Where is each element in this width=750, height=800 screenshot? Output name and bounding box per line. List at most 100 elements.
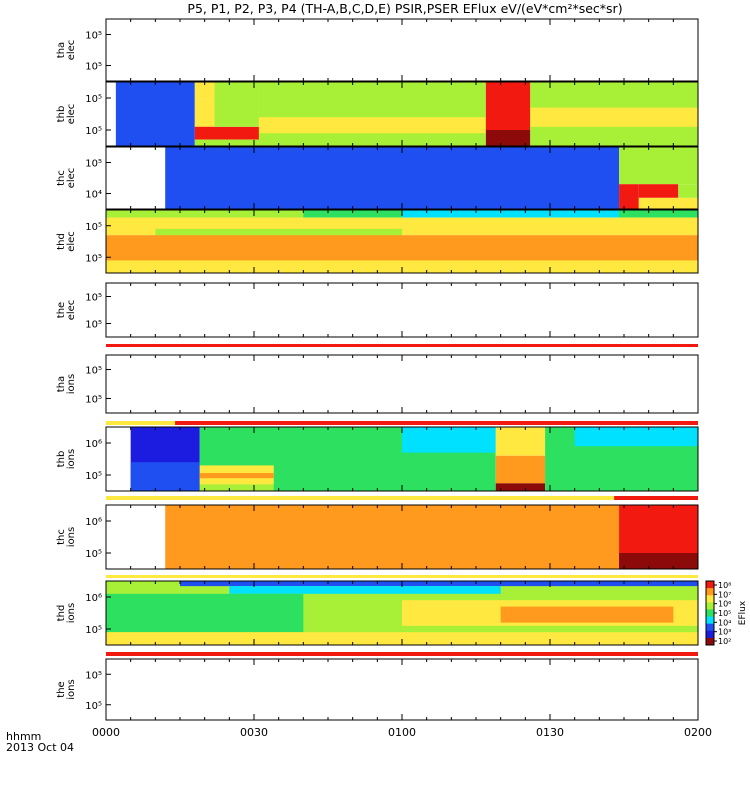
probe-label: tha <box>56 42 67 58</box>
probe-label: thd <box>56 233 67 250</box>
colorbar-tick-label: 10² <box>718 637 731 646</box>
date-label: 2013 Oct 04 <box>6 741 75 754</box>
panel-tha-ions: 10⁵ 10⁵ tha ions <box>56 354 699 414</box>
x-tick-label: 0000 <box>92 726 120 739</box>
species-label: ions <box>66 449 77 469</box>
y-tick-label: 10⁶ <box>85 593 102 604</box>
spectrogram-cell <box>500 606 674 623</box>
y-tick-label: 10⁴ <box>85 190 102 201</box>
spectrogram-cell <box>165 147 620 209</box>
flag-bars-layer <box>106 344 699 656</box>
panel-the-ions: 10⁵ 10⁵ the ions <box>56 658 699 721</box>
flag-bar-segment <box>106 652 698 656</box>
spectrogram-cell <box>155 228 402 237</box>
species-label: ions <box>66 679 77 699</box>
flag-bar-segment <box>614 496 698 500</box>
species-label: elec <box>66 231 77 252</box>
chart-title: P5, P1, P2, P3, P4 (TH-A,B,C,D,E) PSIR,P… <box>187 1 623 16</box>
panel-thb-elec: 10⁵ 10⁵ thb elec <box>56 81 699 147</box>
spectrogram-cell <box>402 427 496 453</box>
y-tick-label: 10⁵ <box>85 670 102 681</box>
y-tick-label: 10⁵ <box>85 366 102 377</box>
colorbar-tick-label: 10⁷ <box>718 590 731 599</box>
colorbar-segment <box>706 616 714 625</box>
y-tick-label: 10⁵ <box>85 701 102 712</box>
spectrogram-cell <box>402 210 620 218</box>
spectrogram-cell <box>115 82 195 146</box>
spectrogram-cell <box>619 553 698 569</box>
y-tick-label: 10⁵ <box>85 471 102 482</box>
spectrogram-cell <box>678 184 698 198</box>
probe-label: thc <box>56 170 67 186</box>
flag-bar-segment <box>106 575 698 578</box>
spectrogram-cell <box>199 473 274 479</box>
spectrogram-cell <box>619 184 639 209</box>
panel-tha-elec: 10⁵ 10⁵ tha elec <box>56 18 699 82</box>
y-tick-label: 10⁵ <box>85 94 102 105</box>
colorbar-segment <box>706 637 714 646</box>
flag-bar-segment <box>106 421 176 425</box>
x-tick-label: 0200 <box>684 726 712 739</box>
spectrogram-cell <box>194 99 215 127</box>
panel-thd-ions: 10⁶ 10⁵ thd ions <box>56 580 699 646</box>
y-tick-label: 10⁶ <box>85 439 102 450</box>
spectrogram-cell <box>214 82 259 127</box>
probe-label: tha <box>56 376 67 392</box>
spectrogram-cell <box>258 82 486 146</box>
spectrogram-cell <box>214 139 259 146</box>
colorbar-tick-label: 10⁴ <box>718 618 731 627</box>
species-label: ions <box>66 374 77 394</box>
spectrogram-cell <box>485 82 531 130</box>
spectrogram-cell <box>530 107 698 127</box>
spectrogram-cell <box>495 483 546 491</box>
x-tick-label: 0130 <box>536 726 564 739</box>
y-tick-label: 10⁵ <box>85 159 102 170</box>
flag-bar <box>106 496 698 500</box>
probe-label: thc <box>56 529 67 545</box>
y-tick-label: 10⁶ <box>85 517 102 528</box>
y-tick-label: 10⁵ <box>85 320 102 331</box>
panel-the-elec: 10⁵ 10⁵ the elec <box>56 282 699 338</box>
panel-thc-elec: 10⁵ 10⁴ thc elec <box>56 146 699 210</box>
panel-background <box>106 659 698 720</box>
flag-bar <box>106 421 699 425</box>
species-label: ions <box>66 603 77 623</box>
spectrogram-cell <box>194 126 259 140</box>
colorbar-tick-label: 10⁸ <box>718 581 731 590</box>
y-tick-label: 10⁵ <box>85 222 102 233</box>
species-label: ions <box>66 527 77 547</box>
flag-bar <box>106 652 698 656</box>
species-label: elec <box>66 104 77 125</box>
colorbar-segment <box>706 623 714 632</box>
flag-bar-segment <box>106 344 698 347</box>
flag-bar <box>106 575 698 578</box>
y-tick-label: 10⁵ <box>85 293 102 304</box>
time-format-label: hhmm <box>6 730 42 743</box>
probe-label: thb <box>56 451 67 468</box>
y-tick-label: 10⁵ <box>85 625 102 636</box>
panel-thd-elec: 10⁵ 10⁵ thd elec <box>56 209 699 274</box>
spectrogram-cell <box>194 139 215 146</box>
spectrogram-cell <box>638 197 698 209</box>
panel-background <box>106 283 698 337</box>
panel-background <box>106 19 698 81</box>
species-label: elec <box>66 40 77 61</box>
colorbar-segment <box>706 581 714 589</box>
x-tick-label: 0100 <box>388 726 416 739</box>
spectrogram-cell <box>165 505 620 569</box>
y-tick-label: 10⁵ <box>85 253 102 264</box>
y-tick-label: 10⁵ <box>85 31 102 42</box>
species-label: elec <box>66 300 77 321</box>
y-tick-label: 10⁵ <box>85 62 102 73</box>
colorbar-tick-label: 10⁵ <box>718 609 731 618</box>
flag-bar-segment <box>175 421 699 425</box>
spectrogram-cell <box>194 82 215 100</box>
probe-label: thb <box>56 106 67 123</box>
spectrogram-cell <box>495 427 546 456</box>
y-tick-label: 10⁵ <box>85 395 102 406</box>
flag-bar-segment <box>106 496 615 500</box>
colorbar-segment <box>706 595 714 603</box>
colorbar-label: EFlux <box>738 600 748 625</box>
